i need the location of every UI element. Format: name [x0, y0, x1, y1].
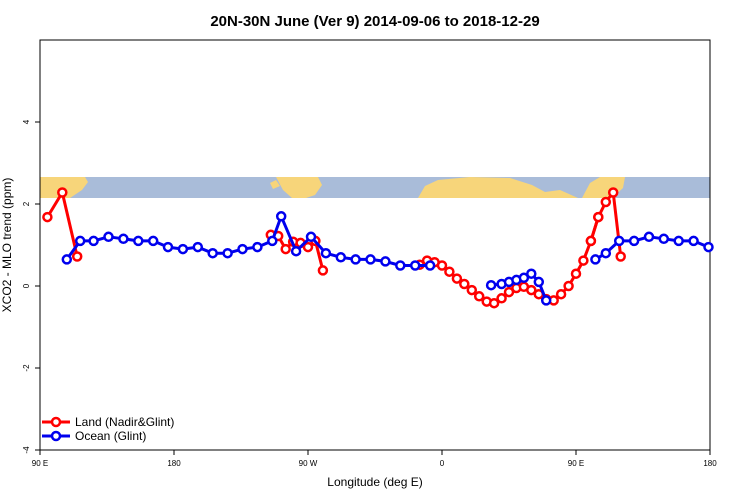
data-point [147, 235, 159, 247]
data-point [88, 235, 99, 247]
x-tick-label: 180 [167, 459, 181, 468]
data-point [628, 235, 640, 247]
data-point [280, 243, 291, 255]
data-point [496, 293, 507, 304]
data-point [451, 273, 463, 284]
data-point [350, 254, 361, 265]
data-point [518, 272, 530, 284]
legend: Land (Nadir&Glint) Ocean (Glint) [42, 415, 174, 443]
data-point [275, 211, 287, 222]
data-point [207, 247, 218, 259]
data-point [222, 247, 233, 259]
y-tick-label: 0 [22, 283, 31, 288]
data-point [395, 260, 406, 271]
data-point [71, 251, 83, 262]
data-point [578, 255, 589, 266]
x-tick-label: 90 W [299, 459, 318, 468]
x-tick-label: 180 [703, 459, 717, 468]
data-point [607, 187, 619, 198]
data-point [290, 245, 302, 257]
data-point [593, 211, 604, 223]
data-point [118, 233, 129, 245]
data-point [570, 268, 582, 279]
data-point [658, 233, 670, 245]
data-point [600, 196, 612, 208]
map-land-africa-arabia [418, 177, 578, 198]
data-point [57, 187, 68, 198]
series-layer [42, 187, 714, 309]
y-tick-label: -2 [22, 364, 31, 372]
data-point [103, 231, 114, 243]
data-point [600, 247, 612, 259]
data-point [485, 279, 497, 291]
data-point [365, 254, 376, 265]
y-tick-label: 2 [22, 201, 31, 206]
legend-ocean-marker [50, 430, 62, 442]
data-point [563, 280, 574, 292]
legend-land-label: Land (Nadir&Glint) [75, 415, 174, 429]
x-tick-label: 0 [440, 459, 445, 468]
y-axis-label: XCO2 - MLO trend (ppm) [0, 178, 14, 313]
data-point [380, 256, 391, 267]
data-point [61, 254, 73, 265]
legend-ocean-label: Ocean (Glint) [75, 429, 146, 443]
data-point [526, 268, 537, 279]
world-map-strip [40, 177, 710, 198]
data-point [555, 288, 567, 300]
data-point [335, 252, 347, 263]
data-point [192, 241, 204, 253]
map-land-north-america [276, 177, 322, 198]
data-point [162, 241, 174, 253]
series-land [42, 187, 626, 309]
y-tick-label: 4 [22, 119, 31, 124]
data-point [237, 243, 248, 255]
map-land-pacific-island [270, 180, 280, 189]
data-point [688, 235, 699, 247]
data-point [305, 231, 317, 243]
data-point [177, 243, 189, 255]
data-point [533, 276, 545, 288]
data-point [473, 291, 485, 302]
data-point [459, 278, 470, 290]
x-tick-label: 90 E [32, 459, 48, 468]
data-point [74, 235, 86, 247]
data-point [42, 211, 53, 223]
series-ocean [61, 211, 714, 306]
map-land-asia-west [40, 177, 88, 198]
data-point [526, 284, 537, 296]
data-point [466, 284, 478, 296]
data-point [436, 260, 448, 271]
axes: 90 E 180 90 W 0 90 E 180 -4 -2 0 2 4 [22, 119, 717, 468]
legend-land-marker [50, 416, 62, 428]
data-point [302, 241, 314, 253]
data-point [613, 235, 625, 247]
x-tick-label: 90 E [568, 459, 584, 468]
data-point [503, 286, 515, 298]
data-point [673, 235, 684, 247]
data-point [615, 251, 626, 262]
chart-title: 20N-30N June (Ver 9) 2014-09-06 to 2018-… [210, 13, 539, 30]
data-point [540, 295, 552, 306]
series-line [46, 191, 79, 257]
data-point [267, 235, 278, 247]
data-point [409, 260, 421, 271]
data-point [590, 254, 601, 265]
data-point [424, 260, 436, 271]
data-point [252, 241, 263, 253]
y-tick-label: -4 [22, 446, 31, 454]
data-point [444, 266, 455, 277]
data-point [320, 247, 332, 259]
data-point [643, 231, 655, 243]
data-point [317, 265, 329, 276]
data-point [585, 235, 597, 247]
x-axis-label: Longitude (deg E) [327, 475, 422, 489]
data-point [133, 235, 144, 247]
data-point [488, 297, 500, 309]
data-point [703, 241, 714, 253]
